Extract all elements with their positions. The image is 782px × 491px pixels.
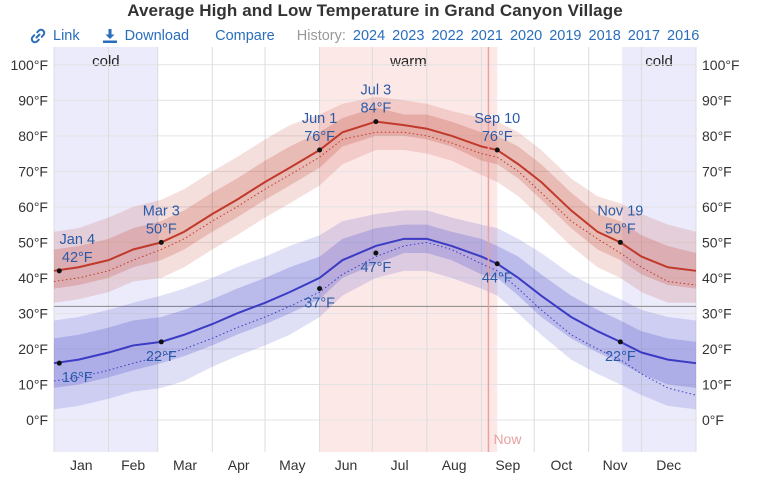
history-label: History: xyxy=(296,28,346,44)
low-series-line xyxy=(53,237,697,365)
month-label-jan: Jan xyxy=(70,457,93,473)
low-annotation-value: 44°F xyxy=(482,271,513,287)
history-year-2021[interactable]: 2021 xyxy=(470,28,503,44)
y-tick-label-left: 80°F xyxy=(18,128,48,144)
month-label-apr: Apr xyxy=(228,457,250,473)
y-tick-label-right: 60°F xyxy=(702,199,732,215)
high-annotation-date: Jan 4 xyxy=(60,232,95,248)
low-band-25-75 xyxy=(54,224,696,389)
link-button[interactable]: Link xyxy=(30,28,80,44)
low-annotation-dot xyxy=(373,250,379,256)
y-tick-label-right: 20°F xyxy=(702,341,732,357)
high-annotation-value: 42°F xyxy=(62,250,93,266)
high-annotation-dot xyxy=(317,147,323,153)
high-annotation-date: Nov 19 xyxy=(597,203,643,219)
y-tick-label-left: 40°F xyxy=(18,270,48,286)
month-label-may: May xyxy=(279,457,305,473)
month-label-oct: Oct xyxy=(551,457,573,473)
y-tick-label-right: 30°F xyxy=(702,305,732,321)
month-label-nov: Nov xyxy=(603,457,628,473)
y-tick-label-left: 100°F xyxy=(10,57,48,73)
low-annotation-value: 47°F xyxy=(360,260,391,276)
month-label-aug: Aug xyxy=(442,457,467,473)
month-label-mar: Mar xyxy=(173,457,197,473)
month-label-sep: Sep xyxy=(495,457,520,473)
month-label-feb: Feb xyxy=(121,457,145,473)
y-tick-label-left: 90°F xyxy=(18,92,48,108)
high-annotation-dot xyxy=(158,239,164,245)
history-year-2024[interactable]: 2024 xyxy=(352,28,386,44)
high-annotation-value: 84°F xyxy=(360,101,391,117)
high-annotation-dot xyxy=(617,239,623,245)
low-annotation-value: 16°F xyxy=(62,370,93,386)
history-year-2020[interactable]: 2020 xyxy=(509,28,543,44)
low-annotation-value: 37°F xyxy=(304,296,335,312)
download-button[interactable]: Download xyxy=(102,28,190,44)
low-annotation-dot xyxy=(158,339,164,345)
warm-season-label: warm xyxy=(389,53,427,70)
low-annotation-dot xyxy=(317,286,323,292)
month-label-jun: Jun xyxy=(335,457,358,473)
history-year-2022[interactable]: 2022 xyxy=(431,28,464,44)
low-annotation-value: 22°F xyxy=(146,349,177,365)
high-annotation-dot xyxy=(373,119,379,125)
high-annotation-date: Sep 10 xyxy=(474,111,520,127)
history-years: 2024 2023 2022 2021 2020 2019 2018 2017 … xyxy=(353,28,699,44)
history-year-2018[interactable]: 2018 xyxy=(588,28,621,44)
y-tick-label-right: 100°F xyxy=(702,57,740,73)
low-band-10-90 xyxy=(54,210,696,410)
low-annotation-dot xyxy=(617,339,623,345)
low-annotation-value: 22°F xyxy=(605,349,636,365)
high-annotation-date: Jun 1 xyxy=(302,111,337,127)
high-annotation-date: Mar 3 xyxy=(143,203,180,219)
link-icon xyxy=(30,28,46,44)
x-axis-band xyxy=(54,458,696,480)
link-label: Link xyxy=(53,28,80,44)
month-label-jul: Jul xyxy=(391,457,409,473)
download-icon xyxy=(102,29,117,43)
y-tick-label-left: 70°F xyxy=(18,163,48,179)
y-tick-label-right: 40°F xyxy=(702,270,732,286)
high-annotation-date: Jul 3 xyxy=(361,83,392,99)
high-band-25-75 xyxy=(54,107,696,289)
high-annotation-value: 76°F xyxy=(482,129,513,145)
cold-season-label: cold xyxy=(645,53,673,70)
low-annotation-dot xyxy=(494,261,500,267)
high-annotation-value: 76°F xyxy=(304,129,335,145)
month-label-dec: Dec xyxy=(656,457,681,473)
high-annotation-dot xyxy=(56,268,62,274)
y-tick-label-left: 30°F xyxy=(18,305,48,321)
download-label: Download xyxy=(124,28,190,44)
y-tick-label-left: 10°F xyxy=(18,377,48,393)
y-tick-label-right: 50°F xyxy=(702,234,732,250)
chart-title: Average High and Low Temperature in Gran… xyxy=(127,1,623,20)
high-prev-year-line xyxy=(53,131,697,286)
history-year-2019[interactable]: 2019 xyxy=(549,28,582,44)
y-tick-label-right: 70°F xyxy=(702,163,732,179)
y-tick-label-left: 0°F xyxy=(26,412,48,428)
high-annotation-dot xyxy=(494,147,500,153)
low-annotation-dot xyxy=(56,360,62,366)
high-annotation-value: 50°F xyxy=(146,221,177,237)
y-tick-label-left: 50°F xyxy=(18,234,48,250)
y-tick-label-left: 60°F xyxy=(18,199,48,215)
y-tick-label-right: 90°F xyxy=(702,92,732,108)
toolbar: Link Download Compare History: 2024 2023… xyxy=(30,26,699,46)
y-tick-label-right: 0°F xyxy=(702,412,724,428)
now-label: Now xyxy=(493,431,522,447)
y-tick-label-left: 20°F xyxy=(18,341,48,357)
high-series-line xyxy=(53,120,697,272)
compare-button[interactable]: Compare xyxy=(215,28,275,44)
history-year-2016[interactable]: 2016 xyxy=(667,28,700,44)
y-tick-label-right: 10°F xyxy=(702,377,732,393)
high-band-10-90 xyxy=(54,96,696,303)
history-year-2023[interactable]: 2023 xyxy=(392,28,425,44)
cold-season-label: cold xyxy=(92,53,120,70)
high-annotation-value: 50°F xyxy=(605,221,636,237)
history-year-2017[interactable]: 2017 xyxy=(627,28,661,44)
y-tick-label-right: 80°F xyxy=(702,128,732,144)
low-prev-year-line xyxy=(53,241,697,396)
